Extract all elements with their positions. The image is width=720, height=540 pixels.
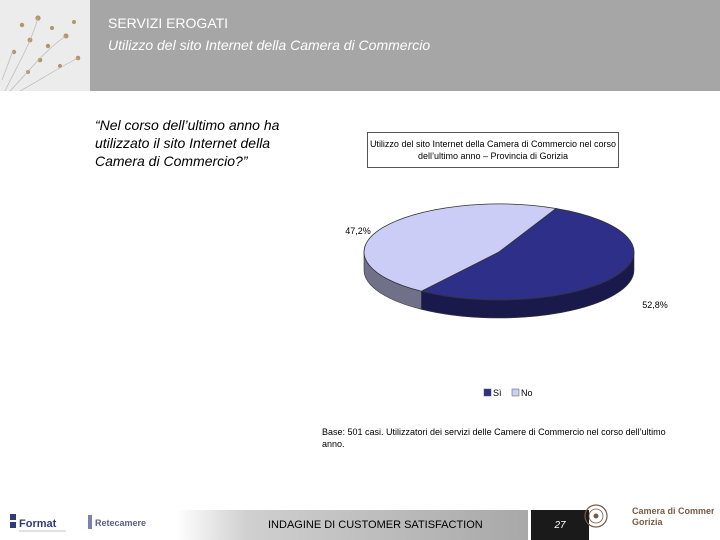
pie-value-label-1: 47,2%: [345, 226, 371, 236]
legend-swatch-1: [511, 388, 520, 397]
svg-text:Format: Format: [19, 518, 57, 530]
svg-text:Gorizia: Gorizia: [632, 517, 664, 527]
chart-title: Utilizzo del sito Internet della Camera …: [367, 132, 619, 168]
pie-slice-0: [420, 208, 635, 301]
pie-value-label-0: 52,8%: [642, 300, 668, 310]
footer-label: INDAGINE DI CUSTOMER SATISFACTION: [268, 519, 483, 531]
legend-swatch-0: [483, 388, 492, 397]
pie-slice-1: [363, 203, 558, 292]
footer-bar: [176, 510, 528, 540]
svg-text:Camera di Commercio: Camera di Commercio: [632, 506, 714, 516]
legend-label-0: Sì: [493, 388, 502, 398]
format-logo: Format: [10, 514, 66, 532]
base-note: Base: 501 casi. Utilizzatori dei servizi…: [322, 427, 666, 449]
page-number: 27: [531, 510, 589, 540]
chart-title-text: Utilizzo del sito Internet della Camera …: [369, 139, 617, 161]
camera-di-commercio-logo: Camera di Commercio Gorizia: [584, 504, 714, 528]
section-title: SERVIZI EROGATI: [108, 15, 229, 31]
retecamere-logo: Retecamere: [88, 515, 146, 529]
pie-chart: 52,8% 47,2% Sì No: [345, 203, 668, 398]
header-bar: SERVIZI EROGATI Utilizzo del sito Intern…: [0, 0, 720, 91]
legend-label-1: No: [521, 388, 533, 398]
survey-question: “Nel corso dell’ultimo anno ha utilizzat…: [95, 117, 280, 169]
section-subtitle: Utilizzo del sito Internet della Camera …: [108, 37, 431, 53]
svg-text:Retecamere: Retecamere: [95, 518, 146, 528]
decorative-seeds-image: [0, 0, 90, 91]
